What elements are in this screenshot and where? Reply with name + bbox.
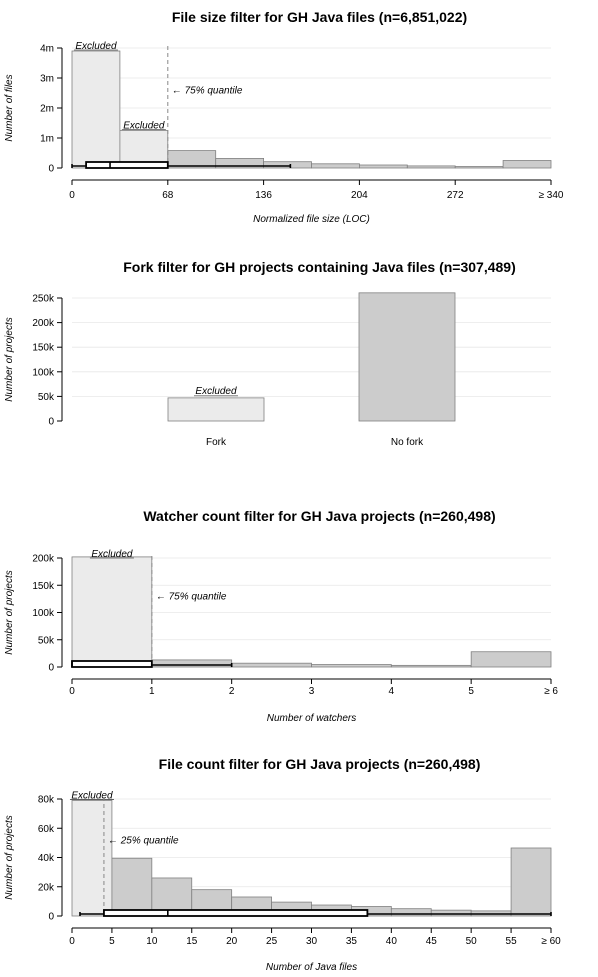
histogram-bar	[390, 908, 432, 917]
excluded-label: Excluded	[75, 41, 117, 52]
y-tick-label: 1m	[40, 134, 54, 145]
histogram-bar	[390, 664, 472, 668]
y-tick-label: 150k	[32, 343, 55, 354]
histogram-bar	[231, 662, 312, 668]
histogram-bar	[311, 163, 360, 169]
x-tick-label: ≥ 60	[541, 936, 561, 947]
histogram-bar	[510, 847, 552, 917]
histogram-bar	[71, 800, 113, 917]
quantile-label: ← 75% quantile	[172, 86, 243, 97]
chart-panel-2: Fork filter for GH projects containing J…	[4, 259, 551, 448]
y-tick-label: 0	[48, 912, 54, 923]
x-tick-label: 30	[306, 936, 318, 947]
x-axis-label: Number of watchers	[267, 713, 356, 724]
histogram-bar	[111, 857, 153, 917]
histogram-bar	[151, 659, 233, 668]
x-tick-label: 68	[162, 190, 174, 201]
y-tick-label: 200k	[32, 318, 55, 329]
x-tick-label: 0	[69, 190, 75, 201]
x-axis-label: Normalized file size (LOC)	[253, 214, 370, 225]
excluded-label: Excluded	[91, 549, 133, 560]
x-tick-label: 15	[186, 936, 198, 947]
histogram-bar	[311, 664, 392, 668]
histogram-bar	[454, 166, 504, 169]
histogram-bar	[71, 556, 153, 668]
y-axis-label: Number of projects	[4, 317, 15, 401]
excluded-label: Excluded	[195, 386, 237, 397]
histogram-bar	[71, 50, 121, 169]
y-tick-label: 60k	[38, 824, 55, 835]
y-tick-label: 50k	[38, 635, 55, 646]
y-tick-label: 3m	[40, 74, 54, 85]
chart-title: File size filter for GH Java files (n=6,…	[172, 9, 467, 25]
y-axis-label: Number of projects	[4, 815, 15, 899]
y-tick-label: 80k	[38, 795, 55, 806]
chart-panel-4: File count filter for GH Java projects (…	[4, 756, 561, 973]
x-tick-label: 2	[229, 686, 235, 697]
boxplot-box	[71, 660, 153, 668]
x-tick-label: 5	[468, 686, 474, 697]
x-tick-label: 272	[447, 190, 464, 201]
excluded-label: Excluded	[123, 121, 165, 132]
x-tick-label: 50	[466, 936, 478, 947]
y-tick-label: 0	[48, 164, 54, 175]
y-tick-label: 20k	[38, 882, 55, 893]
y-tick-label: 200k	[32, 554, 55, 565]
y-tick-label: 4m	[40, 44, 54, 55]
chart-title: Watcher count filter for GH Java project…	[143, 508, 495, 524]
boxplot-box	[85, 161, 169, 169]
x-tick-label: 136	[255, 190, 272, 201]
category-bar	[167, 397, 265, 422]
x-tick-label: 5	[109, 936, 115, 947]
quantile-label: ← 25% quantile	[108, 835, 179, 846]
histogram-bar	[406, 165, 456, 169]
y-axis-label: Number of files	[4, 74, 15, 141]
x-tick-label: 4	[389, 686, 395, 697]
chart-title: Fork filter for GH projects containing J…	[123, 259, 516, 275]
y-tick-label: 100k	[32, 367, 55, 378]
x-tick-label: ≥ 340	[539, 190, 564, 201]
y-tick-label: 0	[48, 663, 54, 674]
chart-title: File count filter for GH Java projects (…	[159, 756, 481, 772]
category-label: No fork	[391, 437, 424, 448]
x-tick-label: ≥ 6	[544, 686, 558, 697]
y-tick-label: 0	[48, 417, 54, 428]
y-tick-label: 100k	[32, 608, 55, 619]
histogram-bar	[470, 651, 552, 668]
x-tick-label: 40	[386, 936, 398, 947]
x-tick-label: 3	[309, 686, 315, 697]
x-tick-label: 35	[346, 936, 358, 947]
histogram-bar	[263, 161, 312, 169]
x-tick-label: 1	[149, 686, 155, 697]
histogram-bar	[358, 164, 408, 169]
y-axis-label: Number of projects	[4, 570, 15, 654]
x-tick-label: 204	[351, 190, 368, 201]
y-tick-label: 250k	[32, 294, 55, 305]
chart-panel-3: Watcher count filter for GH Java project…	[4, 508, 558, 724]
category-label: Fork	[206, 437, 227, 448]
x-tick-label: 25	[266, 936, 278, 947]
x-axis-label: Number of Java files	[266, 962, 357, 973]
y-tick-label: 50k	[38, 392, 55, 403]
x-tick-label: 10	[146, 936, 158, 947]
x-tick-label: 20	[226, 936, 238, 947]
x-tick-label: 0	[69, 936, 75, 947]
x-tick-label: 45	[426, 936, 438, 947]
histogram-bar	[430, 909, 472, 917]
boxplot-box	[103, 909, 369, 917]
x-tick-label: 55	[506, 936, 518, 947]
quantile-label: ← 75% quantile	[156, 591, 227, 602]
x-tick-label: 0	[69, 686, 75, 697]
chart-panel-1: File size filter for GH Java files (n=6,…	[4, 9, 564, 225]
excluded-label: Excluded	[71, 790, 113, 801]
y-tick-label: 2m	[40, 104, 54, 115]
y-tick-label: 150k	[32, 581, 55, 592]
histogram-bar	[502, 160, 552, 169]
y-tick-label: 40k	[38, 853, 55, 864]
category-bar	[358, 292, 456, 422]
